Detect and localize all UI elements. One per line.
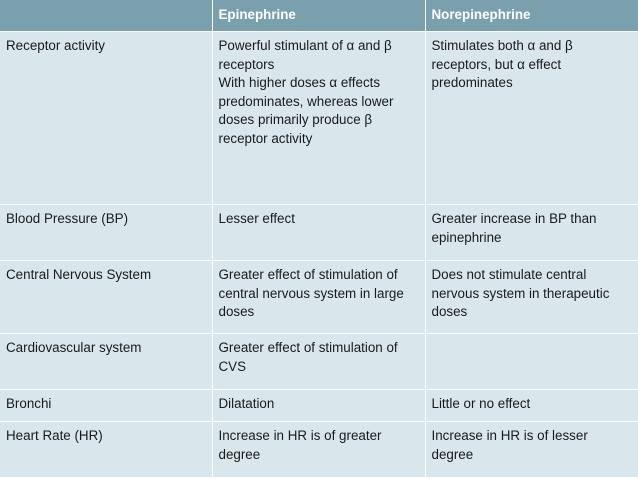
row-label-bronchi: Bronchi bbox=[0, 389, 213, 422]
table-row: Bronchi Dilatation Little or no effect bbox=[0, 389, 638, 422]
cell-norepinephrine: Little or no effect bbox=[425, 389, 638, 422]
cell-epinephrine: Greater effect of stimulation of central… bbox=[212, 260, 426, 334]
table-row: Blood Pressure (BP) Lesser effect Greate… bbox=[0, 204, 638, 261]
header-cell-epinephrine: Epinephrine bbox=[212, 0, 426, 32]
cell-epinephrine: Powerful stimulant of α and β receptors … bbox=[212, 31, 426, 205]
cell-norepinephrine: Does not stimulate central nervous syste… bbox=[425, 260, 638, 334]
row-label-heart-rate: Heart Rate (HR) bbox=[0, 421, 213, 478]
row-label-receptor-activity: Receptor activity bbox=[0, 31, 213, 205]
cell-norepinephrine: Stimulates both α and β receptors, but α… bbox=[425, 31, 638, 205]
table-row: Cardiovascular system Greater effect of … bbox=[0, 333, 638, 390]
row-label-central-nervous-system: Central Nervous System bbox=[0, 260, 213, 334]
table-row: Central Nervous System Greater effect of… bbox=[0, 260, 638, 334]
cell-epinephrine: Lesser effect bbox=[212, 204, 426, 261]
row-label-blood-pressure: Blood Pressure (BP) bbox=[0, 204, 213, 261]
cell-norepinephrine: Greater increase in BP than epinephrine bbox=[425, 204, 638, 261]
cell-epinephrine: Dilatation bbox=[212, 389, 426, 422]
cell-epinephrine: Increase in HR is of greater degree bbox=[212, 421, 426, 478]
header-cell-norepinephrine: Norepinephrine bbox=[425, 0, 638, 32]
cell-norepinephrine bbox=[425, 333, 638, 390]
table-row: Receptor activity Powerful stimulant of … bbox=[0, 31, 638, 205]
table-row: Heart Rate (HR) Increase in HR is of gre… bbox=[0, 421, 638, 478]
header-cell-blank bbox=[0, 0, 213, 32]
cell-norepinephrine: Increase in HR is of lesser degree bbox=[425, 421, 638, 478]
header-row: Epinephrine Norepinephrine bbox=[0, 0, 638, 32]
cell-epinephrine: Greater effect of stimulation of CVS bbox=[212, 333, 426, 390]
row-label-cardiovascular-system: Cardiovascular system bbox=[0, 333, 213, 390]
